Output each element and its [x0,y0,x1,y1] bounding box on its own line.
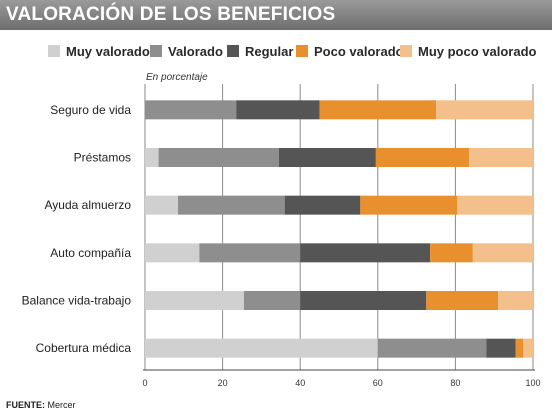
title-bar: VALORACIÓN DE LOS BENEFICIOS [0,0,552,30]
bar-segment [145,148,159,167]
legend-label: Muy poco valorado [418,43,537,59]
bar-segment [243,291,301,310]
category-label: Cobertura médica [36,341,132,355]
bar-segment [426,291,499,310]
legend-swatch [400,45,412,57]
chart-title: VALORACIÓN DE LOS BENEFICIOS [6,4,336,25]
bar-segment [278,148,376,167]
unit-note: En porcentaje [146,72,208,83]
bar-segment [158,148,279,167]
legend-item-3: Poco valorado [296,40,404,62]
bar-segment [515,338,524,358]
bar-segment [145,243,200,263]
legend-item-2: Regular [227,40,293,62]
source-label: FUENTE: [6,400,45,410]
bar-segment [498,291,533,310]
bar-segment [486,338,516,358]
category-label: Préstamos [74,151,131,165]
legend: Muy valorado Valorado Regular Poco valorado… [0,40,552,62]
bar-segment [284,195,361,215]
legend-item-0: Muy valorado [48,40,150,62]
bar-segment [375,148,469,167]
category-label: Auto compañía [50,246,131,260]
bar-segment [145,338,378,358]
x-tick-label: 100 [525,378,540,388]
legend-swatch [227,45,239,57]
x-tick-label: 40 [295,378,305,388]
source-note: FUENTE: Mercer [6,400,76,410]
bar-segment [300,243,431,263]
bar-segment [300,291,427,310]
x-tick-label: 20 [218,378,228,388]
source-value: Mercer [47,400,76,410]
bar-segment [145,195,178,215]
legend-label: Muy valorado [66,43,150,59]
legend-label: Poco valorado [314,43,404,59]
x-tick-label: 60 [373,378,383,388]
bar-segment [430,243,473,263]
bar-segment [145,291,244,310]
x-tick-label: 0 [142,378,147,388]
bar-segment [236,100,320,120]
bar-segment [468,148,533,167]
legend-swatch [48,45,60,57]
bar-segment [523,338,533,358]
bar-segment [472,243,533,263]
category-label: Seguro de vida [50,103,131,117]
legend-swatch [150,45,162,57]
legend-label: Valorado [168,43,223,59]
bar-segment [199,243,301,263]
category-label: Ayuda almuerzo [45,198,132,212]
legend-label: Regular [245,43,294,59]
bar-segment [145,100,237,120]
legend-item-4: Muy poco valorado [400,40,536,62]
bar-segment [377,338,487,358]
legend-item-1: Valorado [150,40,223,62]
bar-segment [319,100,436,120]
bar-segment [177,195,285,215]
legend-swatch [296,45,308,57]
category-label: Balance vida-trabajo [22,294,132,308]
bar-segment [457,195,533,215]
x-tick-label: 80 [450,378,460,388]
bar-segment [436,100,533,120]
bar-segment [360,195,458,215]
